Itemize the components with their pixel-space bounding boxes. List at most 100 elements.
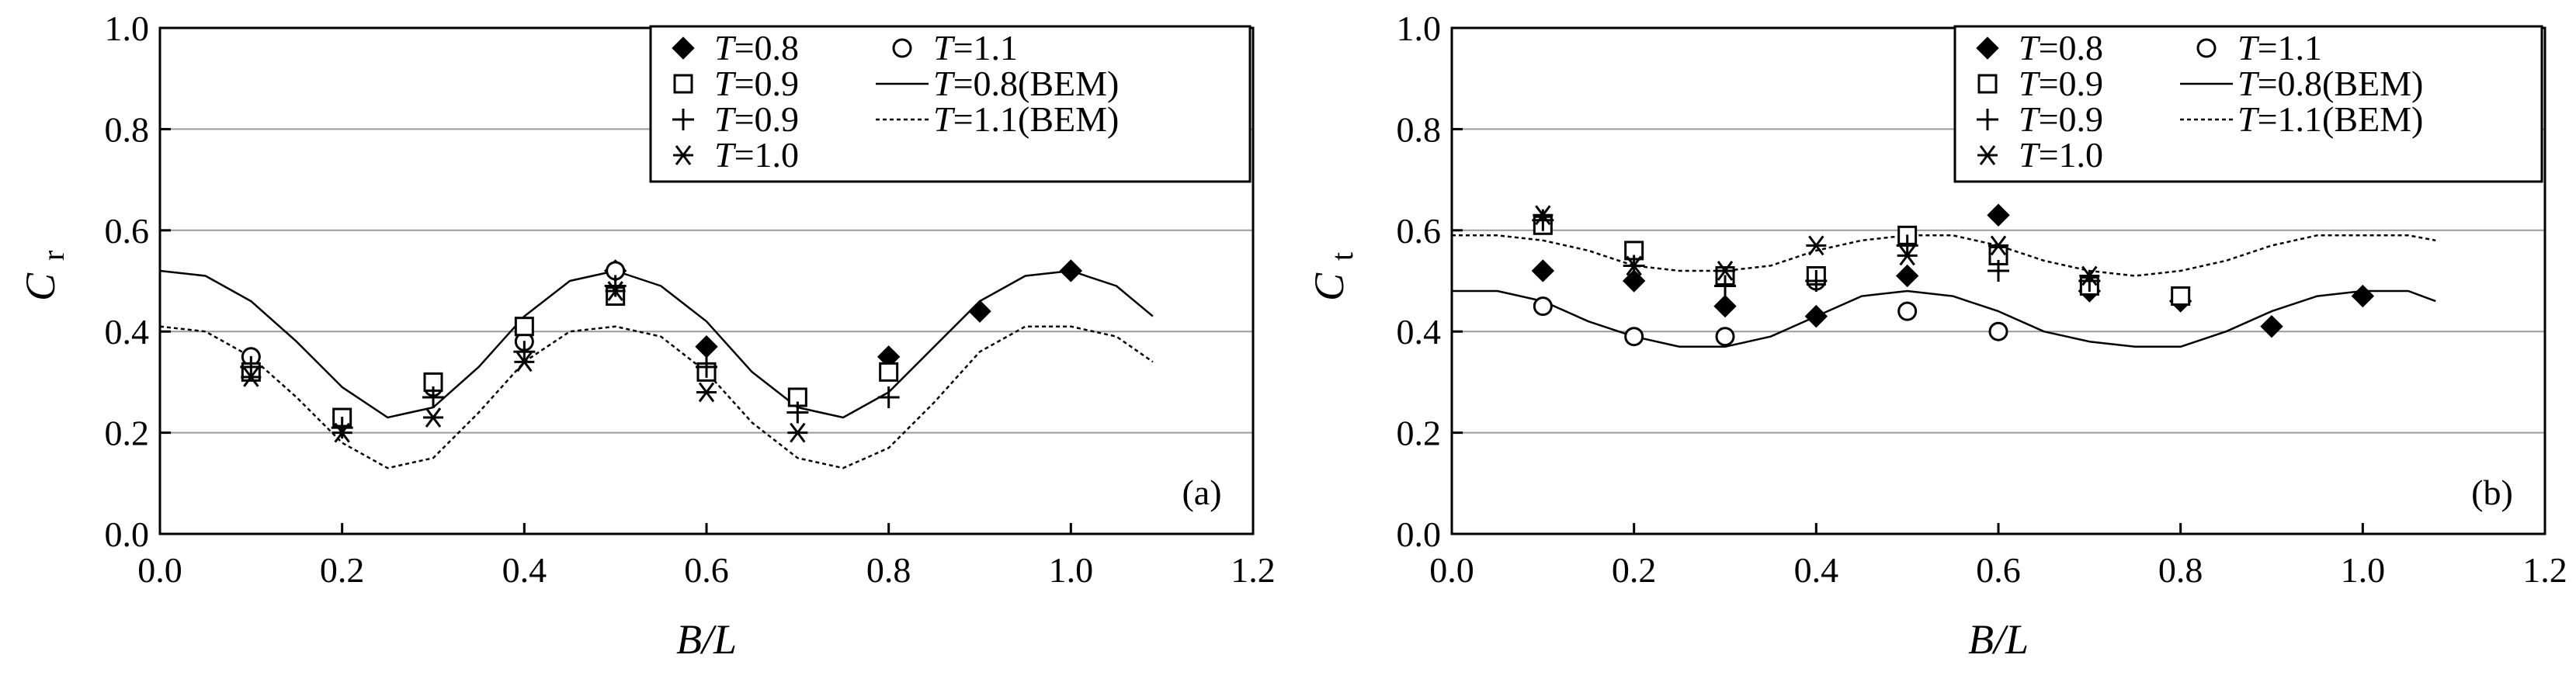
legend-box: [1953, 25, 2543, 183]
x-tick-label: 0.4: [1794, 550, 1839, 590]
data-point-T11: [1533, 296, 1553, 317]
legend-label-variable: T: [933, 28, 956, 68]
x-tick-label: 1.2: [1231, 550, 1276, 590]
legend-label-variable: T: [2238, 99, 2260, 139]
legend-marker-T09a: [673, 74, 693, 94]
data-point-T09b: [240, 355, 262, 378]
legend-label-value: =0.9: [734, 64, 799, 103]
data-point-T08: [2260, 314, 2283, 338]
data-point-T10: [605, 281, 626, 301]
legend-marker-T09b: [1977, 109, 1998, 130]
data-point-T10: [423, 407, 443, 428]
x-tick-label: 0.8: [866, 550, 911, 590]
data-point-T09b: [513, 341, 536, 363]
legend-label-T11: T=1.1: [2238, 28, 2322, 68]
data-point-T09b: [604, 275, 627, 297]
legend-label-value: =1.1: [2258, 28, 2322, 68]
y-axis-label-main: C: [1306, 272, 1352, 301]
series-line-T08BEM: [1452, 289, 2436, 348]
legend-label-variable: T: [714, 135, 737, 175]
legend-label-T09a: T=0.9: [714, 64, 799, 103]
x-tick-label: 0.0: [137, 550, 182, 590]
data-point-T08: [1059, 259, 1083, 282]
y-axis-label: Cr: [17, 251, 71, 301]
legend-label-value: =0.9: [2039, 99, 2103, 139]
data-point-T09b: [1988, 259, 2009, 282]
series-line-T11BEM: [1452, 234, 2436, 277]
legend-label-value: =0.9: [734, 99, 799, 139]
data-point-T08: [1713, 294, 1737, 318]
legend-label-value: =1.1: [953, 28, 1018, 68]
legend-label-T08: T=0.8: [2019, 28, 2103, 68]
legend-marker-T09a: [1977, 74, 1998, 94]
data-point-T08: [695, 335, 718, 359]
y-tick-label: 0.2: [105, 414, 150, 453]
data-point-T11: [1715, 327, 1735, 347]
legend-label-value: =1.1(BEM): [953, 99, 1120, 139]
data-point-T10: [1623, 255, 1644, 276]
legend-label-value: =0.8: [734, 28, 799, 68]
legend-label-T10: T=1.0: [2019, 135, 2103, 175]
data-point-T10: [1715, 261, 1735, 281]
y-axis-label-subscript: t: [1324, 252, 1359, 261]
series-line-T11BEM: [159, 325, 1154, 469]
data-point-T08: [1804, 304, 1828, 328]
x-tick-label: 1.0: [2341, 550, 2386, 590]
legend-marker-T08: [1976, 36, 1999, 60]
y-axis-label-subscript: r: [36, 251, 71, 261]
legend-label-value: =1.1(BEM): [2258, 99, 2424, 139]
data-point-T10: [1988, 235, 2008, 256]
x-tick-label: 1.0: [1049, 550, 1094, 590]
data-point-T09a: [879, 362, 899, 382]
legend: T=0.8 T=1.1T=0.9 T=0.8(BEM)T=0.9 T=1.1(BEM)…: [1953, 25, 2543, 183]
y-axis-label-main: C: [17, 272, 64, 301]
legend-label-T09a: T=0.9: [2019, 64, 2103, 103]
legend-label-value: =0.8(BEM): [953, 64, 1120, 103]
legend-label-variable: T: [2238, 28, 2260, 68]
legend-label-variable: T: [714, 64, 737, 103]
y-axis-label: Ct: [1306, 252, 1359, 301]
data-point-T09b: [2078, 270, 2101, 292]
legend-label-T08BEM: T=0.8(BEM): [933, 64, 1119, 103]
data-point-T09b: [786, 401, 809, 424]
data-point-T09b: [696, 355, 717, 378]
legend-label-variable: T: [2019, 28, 2041, 68]
legend-label-T11BEM: T=1.1(BEM): [933, 99, 1119, 139]
panel-label: (b): [2471, 473, 2513, 512]
data-point-T11: [1988, 321, 2008, 341]
data-point-T09b: [1714, 275, 1736, 297]
x-tick-label: 0.4: [502, 550, 547, 590]
y-tick-label: 0.2: [1397, 414, 1442, 453]
y-tick-label: 0.4: [105, 312, 150, 352]
x-tick-label: 0.0: [1429, 550, 1474, 590]
x-tick-label: 0.2: [320, 550, 365, 590]
legend-label-variable: T: [714, 28, 737, 68]
data-point-T10: [1897, 245, 1918, 266]
data-point-T11: [1897, 301, 1918, 321]
y-tick-label: 0.0: [1397, 514, 1442, 554]
legend-label-value: =0.9: [2039, 64, 2103, 103]
data-point-T09b: [877, 386, 900, 408]
x-axis-label: B/L: [1968, 616, 2029, 663]
x-axis-label: B/L: [676, 616, 737, 663]
data-point-T10: [2079, 265, 2100, 286]
data-point-T08: [1895, 264, 1919, 288]
data-point-T09b: [422, 386, 444, 408]
legend-label-variable: T: [2238, 64, 2260, 103]
legend-label-T08: T=0.8: [714, 28, 799, 68]
data-point-T10: [1806, 235, 1827, 256]
data-point-T09a: [514, 317, 534, 337]
legend-label-T09b: T=0.9: [2019, 99, 2103, 139]
y-tick-label: 0.8: [1397, 109, 1442, 149]
legend-marker-T08: [672, 36, 695, 60]
x-tick-label: 0.6: [684, 550, 729, 590]
panel-label: (a): [1182, 473, 1221, 512]
series-line-T08BEM: [159, 269, 1154, 419]
data-point-T10: [1533, 205, 1554, 226]
legend-label-value: =0.8: [2039, 28, 2103, 68]
legend-label-T11: T=1.1: [933, 28, 1018, 68]
data-point-T10: [332, 422, 352, 443]
legend-label-variable: T: [2019, 99, 2041, 139]
legend-label-variable: T: [933, 64, 956, 103]
